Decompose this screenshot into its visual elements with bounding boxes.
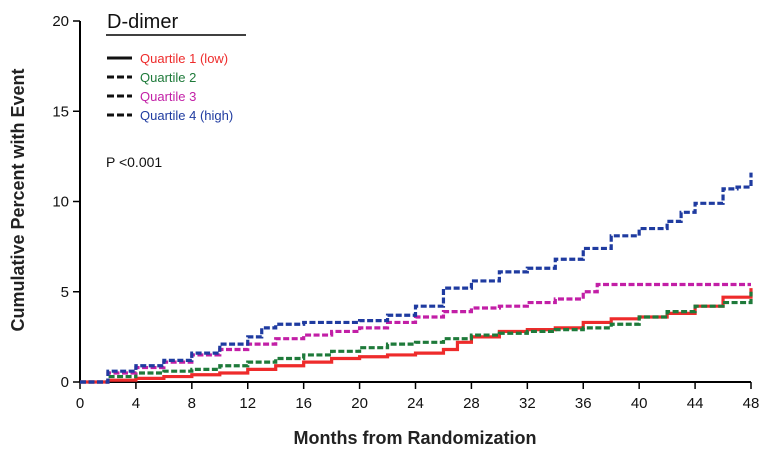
y-tick-label: 0 (61, 374, 69, 391)
series-group (80, 172, 753, 384)
p-value-annotation: P <0.001 (106, 154, 162, 170)
x-tick-label: 8 (188, 395, 196, 412)
x-tick-label: 48 (743, 395, 759, 412)
legend-label-3: Quartile 3 (140, 89, 196, 104)
series-line-1 (80, 288, 753, 384)
x-tick-label: 0 (76, 395, 84, 412)
x-tick-label: 32 (519, 395, 536, 412)
y-axis-title: Cumulative Percent with Event (8, 68, 28, 331)
legend-label-1: Quartile 1 (low) (140, 51, 228, 66)
x-tick-label: 40 (631, 395, 648, 412)
series-line-3 (80, 282, 751, 384)
y-tick-label: 10 (52, 194, 69, 211)
x-axis-title: Months from Randomization (294, 428, 537, 448)
series-line-2 (80, 291, 753, 384)
y-tick-label: 20 (52, 13, 69, 30)
legend-title: D-dimer (107, 11, 178, 33)
y-tick-label: 15 (52, 103, 69, 120)
legend-label-4: Quartile 4 (high) (140, 108, 233, 123)
x-tick-label: 36 (575, 395, 592, 412)
legend: D-dimer Quartile 1 (low)Quartile 2Quarti… (106, 11, 246, 123)
y-tick-label: 5 (61, 284, 69, 301)
x-tick-label: 24 (407, 395, 424, 412)
x-tick-label: 12 (239, 395, 256, 412)
legend-label-2: Quartile 2 (140, 70, 196, 85)
series-line-4 (80, 172, 753, 384)
x-tick-label: 16 (295, 395, 312, 412)
x-tick-label: 44 (687, 395, 704, 412)
x-tick-label: 28 (463, 395, 480, 412)
legend-items: Quartile 1 (low) Quartile 2 Quartile 3 Quar… (107, 51, 233, 123)
x-tick-label: 4 (132, 395, 140, 412)
x-tick-label: 20 (351, 395, 368, 412)
